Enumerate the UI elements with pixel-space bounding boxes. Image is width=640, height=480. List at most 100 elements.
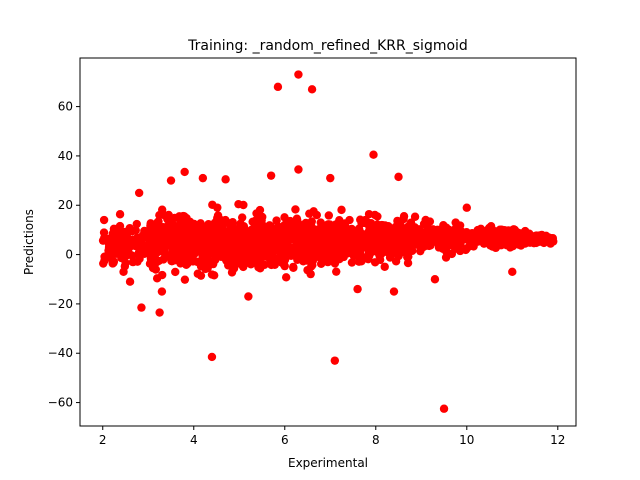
data-point (226, 261, 236, 270)
data-point (254, 218, 264, 228)
data-point (159, 210, 169, 220)
data-point (390, 226, 400, 236)
data-point (364, 247, 374, 257)
data-point (207, 238, 216, 248)
data-point (175, 212, 184, 221)
data-point (399, 212, 409, 221)
data-point (506, 239, 515, 249)
data-point (157, 270, 167, 280)
data-point (295, 254, 305, 263)
chart-title: Training: _random_refined_KRR_sigmoid (187, 38, 468, 54)
data-point (451, 242, 460, 251)
data-point (294, 70, 303, 79)
data-point (151, 265, 161, 274)
data-point (410, 212, 420, 221)
data-point (409, 235, 418, 245)
x-tick-label: 12 (550, 433, 565, 447)
data-point (239, 222, 249, 231)
data-point (385, 240, 395, 249)
data-point (280, 213, 289, 222)
data-point (380, 262, 389, 271)
data-point (289, 235, 298, 244)
data-point (343, 249, 352, 258)
data-point (362, 217, 372, 227)
data-point (147, 228, 156, 238)
data-point (334, 251, 343, 260)
data-point (425, 217, 435, 226)
data-point (441, 253, 451, 262)
data-point (180, 167, 189, 177)
data-point (178, 223, 187, 233)
data-point (463, 231, 472, 241)
y-axis-label: Predictions (22, 209, 36, 275)
data-point (195, 221, 204, 230)
data-point (111, 228, 121, 237)
data-point (232, 234, 241, 244)
data-point (389, 287, 399, 296)
data-point (244, 292, 253, 301)
data-point (171, 267, 180, 277)
data-point (251, 233, 260, 243)
data-point (243, 230, 252, 239)
data-point (213, 203, 222, 212)
data-point (373, 245, 382, 254)
data-point (137, 303, 146, 312)
data-point (284, 224, 293, 233)
data-point (316, 218, 325, 227)
y-tick-label: 0 (65, 248, 73, 262)
data-point (132, 236, 142, 245)
data-point (291, 205, 300, 214)
data-point (134, 188, 144, 198)
data-point (511, 232, 520, 241)
data-point (228, 222, 238, 231)
data-point (207, 352, 217, 362)
data-point (281, 273, 291, 282)
data-point (265, 221, 274, 230)
data-point (185, 222, 195, 231)
data-point (537, 230, 546, 240)
data-point (355, 235, 364, 244)
data-point (120, 249, 129, 258)
data-point (369, 150, 378, 159)
data-point (424, 241, 434, 251)
data-point (252, 243, 261, 252)
data-point (403, 258, 413, 268)
data-point (465, 241, 474, 251)
y-tick-label: 40 (58, 149, 73, 163)
y-tick-label: −40 (48, 346, 73, 360)
data-point (227, 268, 237, 277)
data-point (354, 225, 364, 235)
data-point (134, 250, 144, 259)
data-point (543, 236, 552, 245)
plot-frame (79, 57, 577, 427)
data-point (99, 215, 109, 225)
data-point (354, 257, 364, 266)
data-point (163, 252, 173, 261)
data-point (307, 85, 317, 94)
data-point (329, 236, 338, 245)
data-point (314, 248, 323, 258)
data-point (440, 233, 450, 242)
data-point (521, 226, 530, 236)
y-tick-label: −60 (48, 396, 73, 410)
data-point (330, 356, 340, 365)
data-point (267, 235, 276, 244)
data-point (242, 246, 251, 255)
data-point (189, 249, 198, 258)
y-tick-label: 60 (58, 100, 73, 114)
data-point (520, 239, 530, 248)
data-point (373, 212, 382, 221)
data-point (98, 236, 108, 245)
data-point (439, 404, 449, 413)
data-point (294, 165, 303, 174)
data-point (292, 242, 302, 252)
x-tick-label: 2 (99, 433, 107, 447)
data-point (213, 244, 222, 253)
data-point (282, 252, 292, 261)
data-point (305, 209, 314, 218)
data-point (188, 257, 198, 266)
data-point (504, 226, 513, 235)
data-point (155, 308, 164, 317)
data-point (146, 254, 156, 264)
